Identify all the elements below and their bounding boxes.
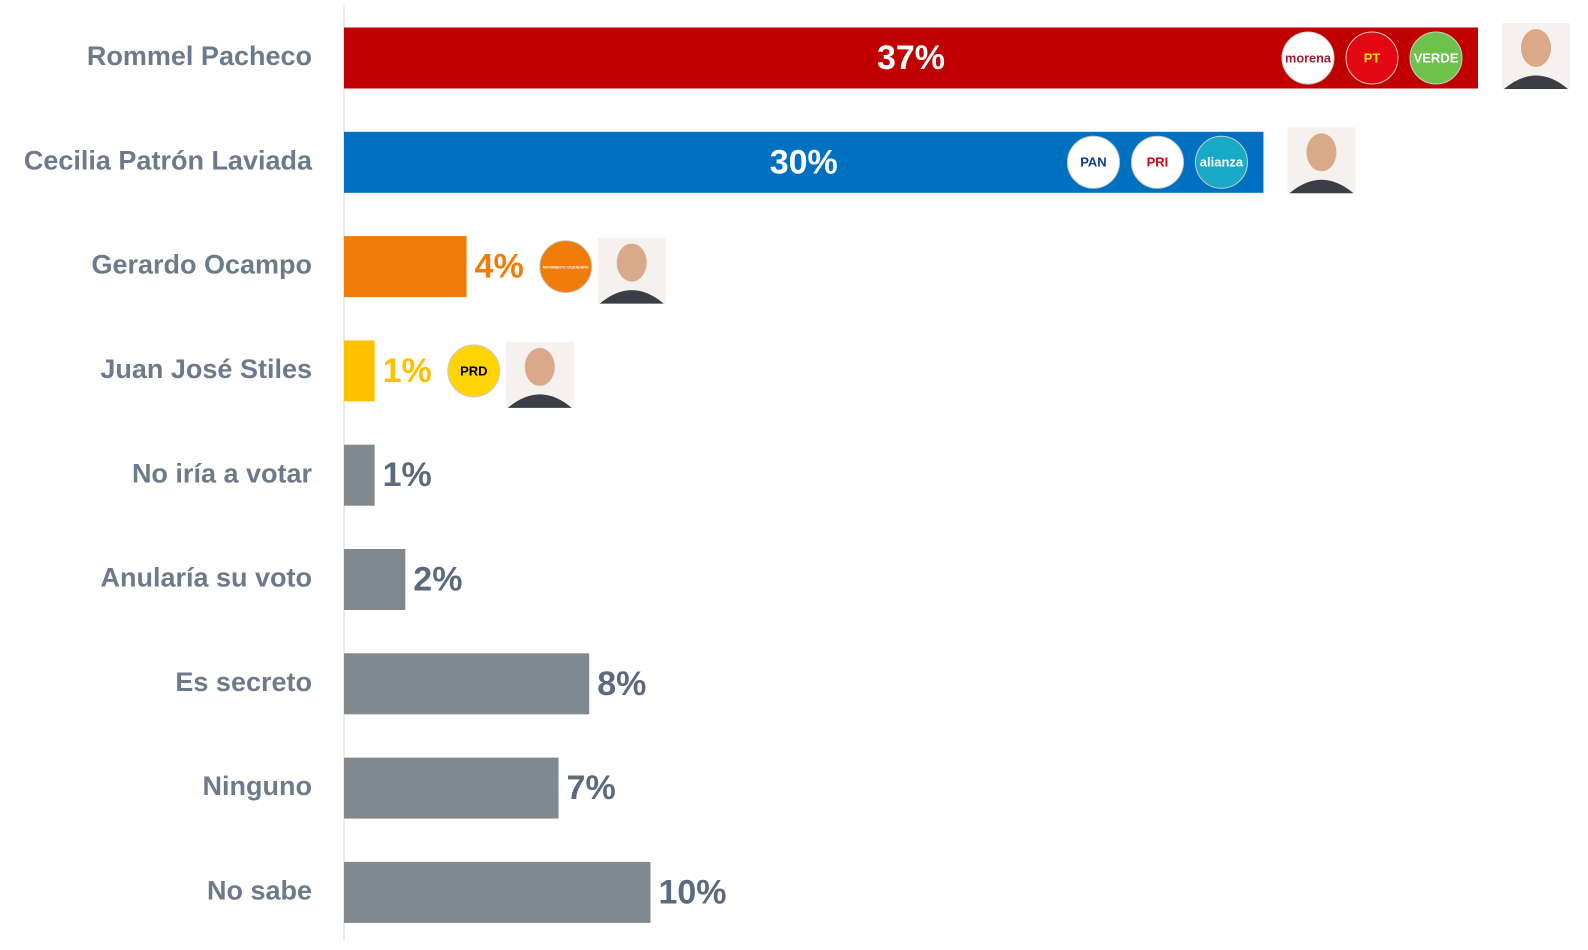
- bar: [344, 861, 651, 923]
- photo-head: [1306, 133, 1337, 172]
- photo-head: [1521, 29, 1551, 67]
- photo-head: [524, 347, 555, 386]
- photo-body: [1504, 75, 1568, 89]
- photo-body: [507, 394, 572, 408]
- value-label: 1%: [383, 352, 432, 390]
- bar: [344, 653, 590, 715]
- party-logo: [1345, 31, 1399, 85]
- value-label: 7%: [567, 769, 616, 807]
- category-label: Cecilia Patrón Laviada: [24, 145, 313, 175]
- party-logo-text: PAN: [1080, 155, 1106, 170]
- value-label: 30%: [770, 143, 838, 181]
- party-logo: [539, 240, 593, 294]
- party-logo: [1281, 31, 1335, 85]
- party-logo-text: alianza: [1200, 155, 1244, 170]
- category-label: Rommel Pacheco: [87, 41, 312, 71]
- party-logo: [1194, 135, 1248, 189]
- category-label: Ninguno: [203, 771, 312, 801]
- value-label: 4%: [475, 248, 524, 286]
- category-label: Gerardo Ocampo: [91, 250, 312, 280]
- party-logo-text: MOVIMIENTO CIUDADANO: [543, 266, 589, 270]
- value-label: 37%: [877, 39, 945, 77]
- party-logo-text: PRD: [460, 363, 487, 378]
- bar: [344, 340, 375, 402]
- bar: [344, 444, 375, 506]
- value-label: 2%: [413, 560, 462, 598]
- value-label: 1%: [383, 456, 432, 494]
- bar: [344, 549, 406, 610]
- category-label: Es secreto: [175, 667, 312, 697]
- photo-body: [1289, 179, 1354, 194]
- photo-head: [616, 243, 647, 282]
- category-label: No iría a votar: [132, 458, 313, 488]
- party-logo-text: PRI: [1147, 155, 1169, 170]
- party-logo-text: VERDE: [1414, 50, 1459, 65]
- party-logo-text: PT: [1364, 50, 1381, 65]
- photo-body: [599, 290, 664, 304]
- party-logo-text: morena: [1285, 50, 1332, 65]
- category-label: No sabe: [207, 876, 312, 906]
- category-label: Juan José Stiles: [100, 354, 312, 384]
- party-logo: [447, 344, 501, 398]
- bar: [344, 757, 559, 819]
- value-label: 10%: [658, 873, 726, 911]
- party-logo: [1130, 135, 1184, 189]
- bar: [344, 236, 467, 298]
- category-label: Anularía su voto: [100, 563, 312, 593]
- party-logo: [1409, 31, 1463, 85]
- party-logo: [1066, 135, 1120, 189]
- value-label: 8%: [597, 665, 646, 703]
